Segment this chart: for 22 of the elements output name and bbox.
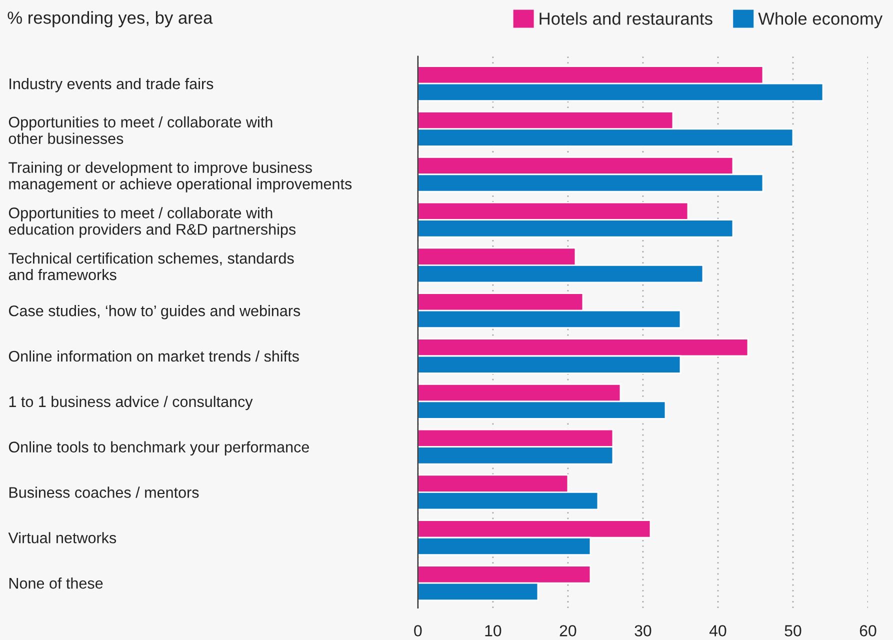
y-tick-label: Virtual networks bbox=[8, 532, 116, 544]
y-tick-label: Opportunities to meet / collaborate with other businesses bbox=[8, 116, 272, 144]
x-tick-label: 0 bbox=[414, 625, 422, 636]
y-tick-label: Technical certification schemes, standards and frameworks bbox=[8, 252, 294, 280]
x-tick-label: 50 bbox=[784, 625, 802, 636]
y-tick-label: Training or development to improve business management or achieve operational improvements bbox=[8, 162, 352, 192]
y-tick-label: 1 to 1 business advice / consultancy bbox=[9, 396, 253, 410]
x-tick-label: 40 bbox=[709, 625, 726, 636]
y-tick-label: Business coaches / mentors bbox=[9, 486, 199, 498]
x-tick-label: 30 bbox=[634, 625, 652, 636]
y-tick-label: Case studies, ‘how to’ guides and webinars bbox=[8, 305, 300, 320]
x-tick-label: 60 bbox=[860, 625, 876, 636]
x-tick-label: 10 bbox=[485, 625, 502, 636]
x-tick-label: 20 bbox=[560, 625, 576, 636]
y-tick-label: Online tools to benchmark your performance bbox=[8, 441, 309, 456]
y-tick-label: Online information on market trends / shifts bbox=[8, 350, 299, 362]
y-tick-label: None of these bbox=[9, 577, 103, 589]
legend-label: Hotels and restaurants bbox=[540, 12, 712, 25]
y-tick-label: Industry events and trade fairs bbox=[10, 78, 214, 92]
text: % responding yes, by area bbox=[8, 11, 213, 28]
legend-label: Whole economy bbox=[758, 12, 883, 28]
y-tick-label: Opportunities to meet / collaborate with education providers and R&D partnerships bbox=[8, 207, 296, 238]
